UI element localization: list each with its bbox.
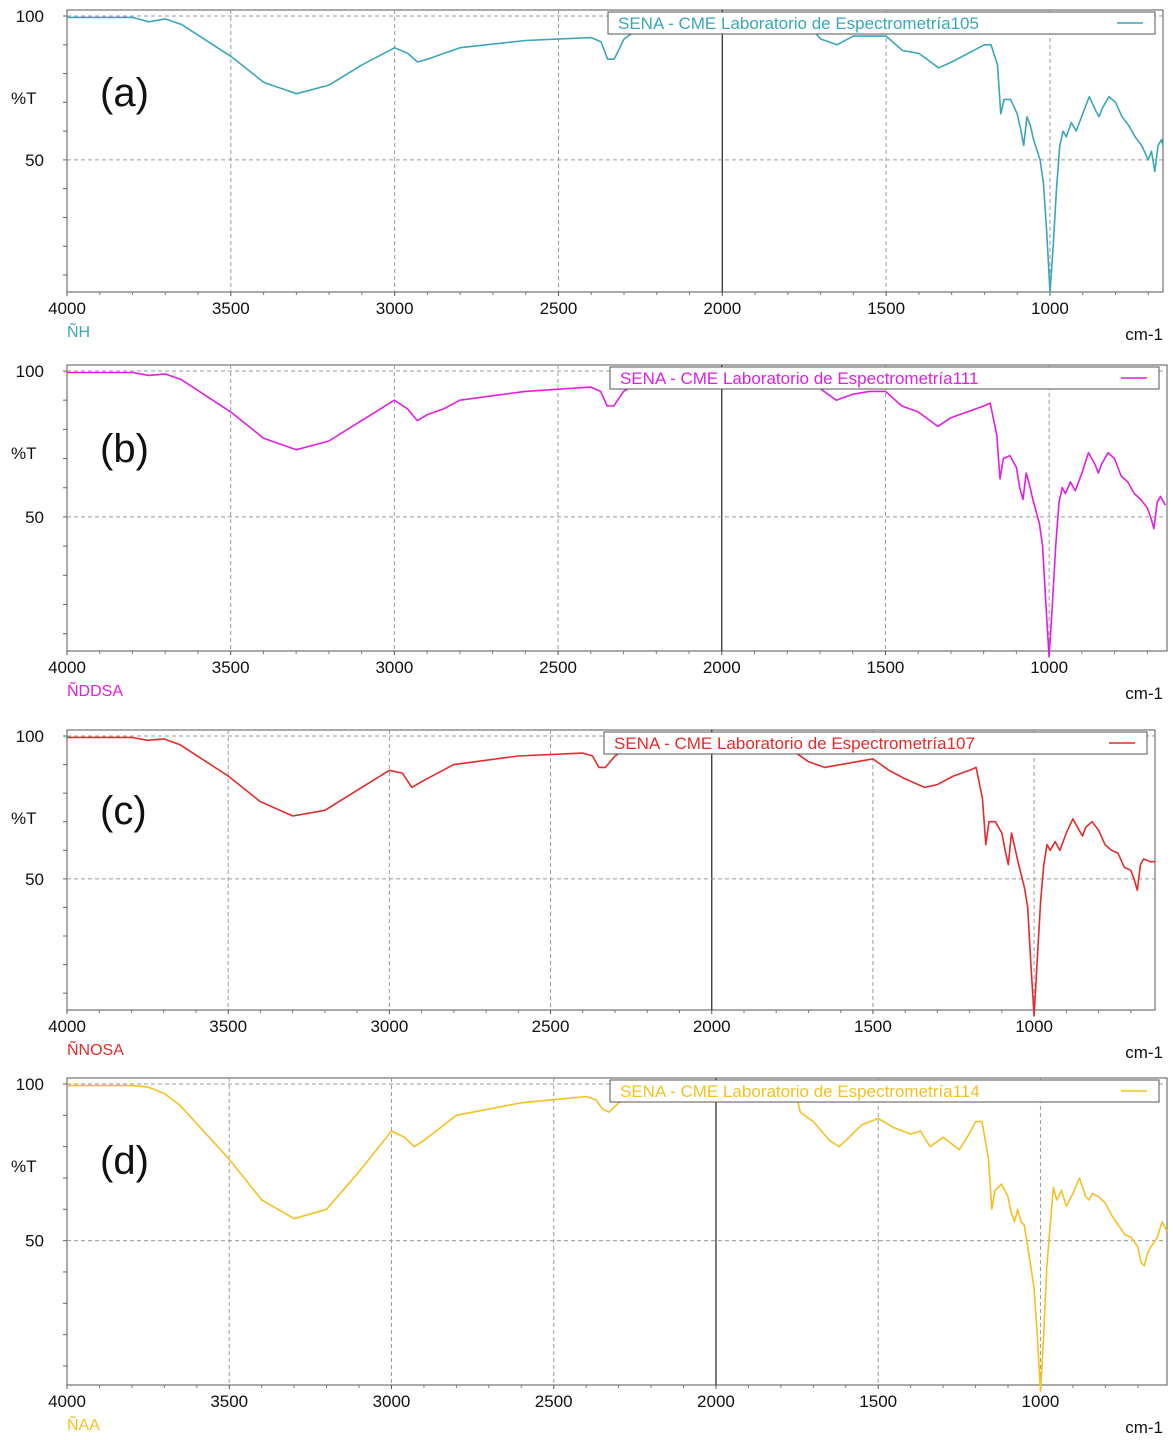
y-tick-label: 100: [16, 362, 44, 381]
legend-label: SENA - CME Laboratorio de Espectrometría…: [614, 734, 975, 753]
x-unit-label: cm-1: [1125, 325, 1163, 344]
y-tick-label: 100: [16, 1075, 44, 1094]
plot-frame: [66, 729, 1156, 1011]
x-tick-label: 1000: [1022, 1392, 1060, 1411]
chart-panel: 4000 3500 3000 2500 2000 1500 1000 100 50 %T SENA …: [11, 7, 1164, 344]
x-tick-label: 4000: [48, 299, 86, 318]
x-tick-label: 3500: [210, 1392, 248, 1411]
y-tick-label: 100: [16, 727, 44, 746]
chart-panel: 4000 3500 3000 2500 2000 1500 1000 100 50 %T SENA …: [11, 727, 1163, 1062]
spectrum-line: [67, 15, 1164, 293]
x-tick-label: 1000: [1031, 299, 1069, 318]
x-tick-label: 2500: [539, 658, 577, 677]
x-unit-label: cm-1: [1125, 684, 1163, 703]
y-axis-label: %T: [11, 809, 37, 828]
x-tick-label: 2000: [703, 658, 741, 677]
panel-label: (d): [100, 1139, 149, 1183]
x-tick-label: 1000: [1015, 1017, 1053, 1036]
x-tick-label: 3500: [209, 1017, 247, 1036]
plot-frame: [66, 1077, 1168, 1386]
y-tick-label: 50: [25, 508, 44, 527]
x-tick-label: 3000: [376, 299, 414, 318]
x-tick-label: 2000: [697, 1392, 735, 1411]
y-tick-label: 50: [25, 870, 44, 889]
x-tick-label: 2500: [540, 299, 578, 318]
x-tick-label: 3500: [212, 299, 250, 318]
x-tick-label: 2000: [703, 299, 741, 318]
x-tick-label: 4000: [48, 658, 86, 677]
x-tick-label: 4000: [48, 1392, 86, 1411]
x-tick-label: 2500: [535, 1392, 573, 1411]
x-tick-label: 1500: [859, 1392, 897, 1411]
chart-panel: 4000 3500 3000 2500 2000 1500 1000 100 50 %T SENA …: [11, 1075, 1168, 1437]
panel-label: (a): [100, 71, 149, 115]
y-tick-label: 50: [25, 151, 44, 170]
y-axis-label: %T: [11, 444, 37, 463]
x-tick-label: 3000: [370, 1017, 408, 1036]
y-tick-label: 100: [16, 7, 44, 26]
x-unit-label: cm-1: [1125, 1418, 1163, 1437]
y-axis-label: %T: [11, 1157, 37, 1176]
x-tick-label: 2000: [693, 1017, 731, 1036]
sample-label: ÑDDSA: [67, 680, 123, 700]
x-tick-label: 1500: [854, 1017, 892, 1036]
spectrum-line: [67, 735, 1155, 1017]
x-tick-label: 1500: [867, 658, 905, 677]
panel-label: (c): [100, 789, 147, 833]
plot-frame: [66, 9, 1164, 293]
legend-box: [609, 366, 1160, 390]
x-tick-label: 1000: [1030, 658, 1068, 677]
x-tick-label: 4000: [48, 1017, 86, 1036]
legend-label: SENA - CME Laboratorio de Espectrometría…: [620, 1082, 980, 1101]
x-unit-label: cm-1: [1125, 1043, 1163, 1062]
spectrum-line: [67, 1083, 1168, 1392]
sample-label: ÑNOSA: [67, 1039, 124, 1059]
chart-panel: 4000 3500 3000 2500 2000 1500 1000 100 50 %T SENA …: [11, 362, 1168, 703]
sample-label: ÑH: [67, 321, 90, 341]
spectrum-line: [67, 370, 1167, 658]
x-tick-label: 3500: [212, 658, 250, 677]
x-tick-label: 3000: [375, 658, 413, 677]
panel-label: (b): [100, 427, 149, 471]
y-tick-label: 50: [25, 1232, 44, 1251]
x-tick-label: 1500: [867, 299, 905, 318]
x-tick-label: 3000: [373, 1392, 411, 1411]
legend-box: [607, 11, 1156, 35]
sample-label: ÑAA: [67, 1414, 100, 1434]
legend-label: SENA - CME Laboratorio de Espectrometría…: [620, 369, 978, 388]
legend-label: SENA - CME Laboratorio de Espectrometría…: [618, 14, 979, 33]
x-tick-label: 2500: [532, 1017, 570, 1036]
plot-frame: [66, 364, 1168, 652]
y-axis-label: %T: [11, 89, 37, 108]
legend-box: [609, 1079, 1160, 1103]
legend-box: [603, 731, 1148, 755]
